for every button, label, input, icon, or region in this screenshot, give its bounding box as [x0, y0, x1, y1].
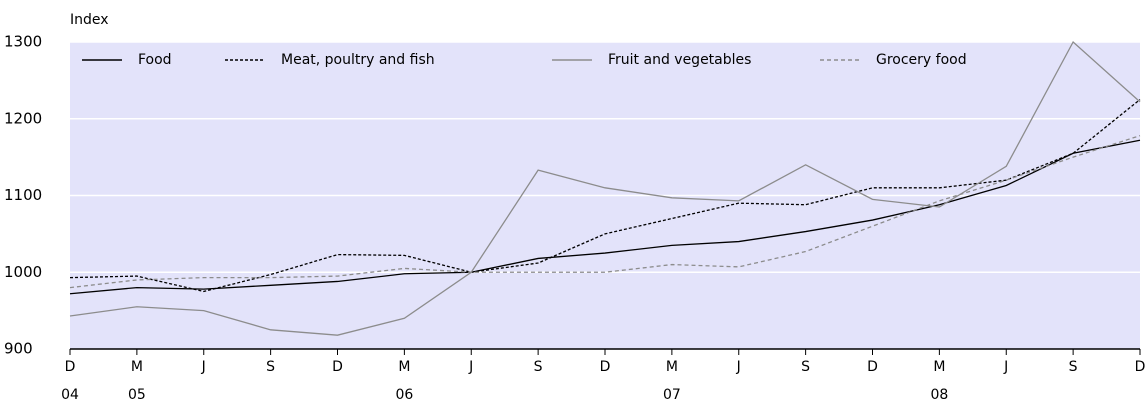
x-tick-label: D [65, 359, 76, 375]
x-tick-label: S [801, 359, 810, 375]
x-tick-label: D [600, 359, 611, 375]
x-tick-label: J [1003, 359, 1008, 375]
x-tick-label: D [867, 359, 878, 375]
y-tick-label: 1100 [4, 186, 42, 204]
x-tick-label: M [398, 359, 410, 375]
x-year-label: 06 [395, 387, 413, 403]
x-tick-label: M [666, 359, 678, 375]
x-tick-label: S [534, 359, 543, 375]
x-tick-label: J [468, 359, 473, 375]
x-tick-label: D [332, 359, 343, 375]
x-tick-label: S [266, 359, 275, 375]
series-line [69, 99, 1141, 293]
x-year-label: 04 [61, 387, 79, 403]
y-tick-label: 900 [4, 340, 33, 358]
y-tick-label: 1300 [4, 33, 42, 51]
legend-label: Meat, poultry and fish [281, 52, 435, 68]
x-year-label: 07 [663, 387, 681, 403]
x-year-label: 05 [128, 387, 146, 403]
x-year-label: 08 [930, 387, 948, 403]
x-tick-label: M [933, 359, 945, 375]
y-tick-label: 1200 [4, 109, 42, 127]
series-line [69, 139, 1141, 295]
legend-label: Grocery food [876, 52, 967, 68]
series-line [69, 135, 1141, 289]
x-tick-label: J [736, 359, 741, 375]
legend-label: Food [138, 52, 172, 68]
legend-label: Fruit and vegetables [608, 52, 751, 68]
x-tick-label: M [131, 359, 143, 375]
y-axis-label: Index [70, 12, 109, 28]
x-tick-label: S [1069, 359, 1078, 375]
x-tick-label: J [201, 359, 206, 375]
y-tick-label: 1000 [4, 263, 42, 281]
x-tick-label: D [1135, 359, 1145, 375]
